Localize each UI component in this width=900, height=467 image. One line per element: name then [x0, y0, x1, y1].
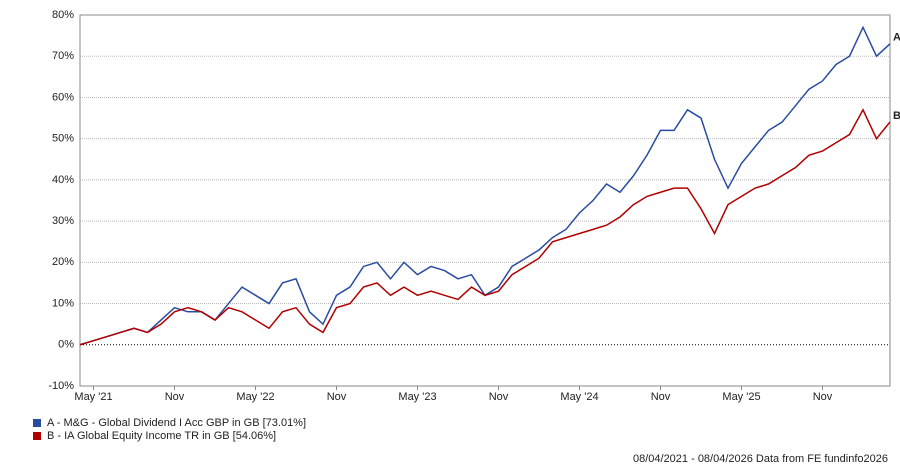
plot-frame — [79, 14, 891, 387]
x-tick-label: May '24 — [560, 391, 598, 403]
series-line — [79, 108, 891, 346]
x-tick-label: May '22 — [236, 391, 274, 403]
legend-swatch — [33, 432, 41, 440]
footer: 08/04/2021 - 08/04/2026 Data from FE fun… — [633, 453, 888, 465]
x-tick-label: Nov — [327, 391, 347, 403]
x-tick-label: Nov — [813, 391, 833, 403]
y-tick-label: 30% — [52, 215, 74, 227]
x-tick-label: Nov — [651, 391, 671, 403]
y-tick-label: 60% — [52, 91, 74, 103]
legend-label: B - IA Global Equity Income TR in GB [54… — [47, 430, 276, 442]
y-tick-label: 80% — [52, 9, 74, 21]
end-label: A — [893, 32, 900, 44]
legend-swatch — [33, 419, 41, 427]
y-tick-label: 10% — [52, 297, 74, 309]
x-tick-label: Nov — [165, 391, 185, 403]
y-tick-label: -10% — [48, 380, 74, 392]
x-tick-label: May '23 — [398, 391, 436, 403]
x-tick-label: Nov — [489, 391, 509, 403]
y-tick-label: 0% — [58, 339, 74, 351]
legend-label: A - M&G - Global Dividend I Acc GBP in G… — [47, 417, 306, 429]
end-label: B — [893, 110, 900, 122]
x-tick-label: May '25 — [722, 391, 760, 403]
y-tick-label: 20% — [52, 256, 74, 268]
y-tick-label: 50% — [52, 133, 74, 145]
x-tick-label: May '21 — [74, 391, 112, 403]
y-tick-label: 40% — [52, 174, 74, 186]
y-tick-label: 70% — [52, 50, 74, 62]
series-line — [79, 25, 891, 346]
